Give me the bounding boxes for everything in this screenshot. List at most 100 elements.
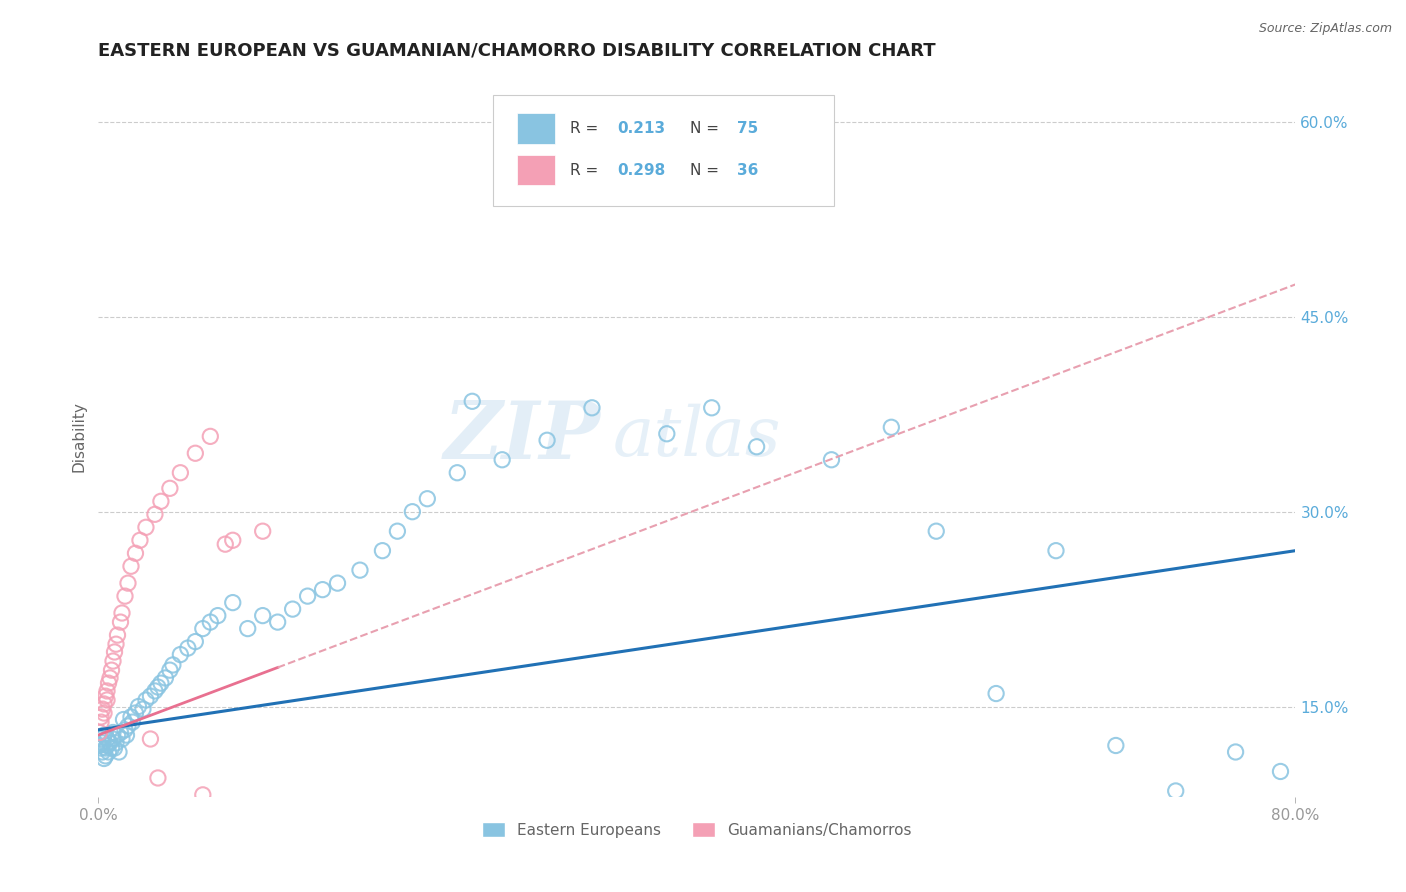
Point — [143, 684, 166, 698]
Point — [96, 739, 118, 753]
Point — [91, 745, 114, 759]
Point — [110, 725, 132, 739]
Bar — [517, 113, 555, 144]
Point — [89, 725, 111, 739]
Point — [311, 582, 333, 597]
Point — [191, 622, 214, 636]
Point — [93, 728, 115, 742]
Point — [101, 731, 124, 746]
Point — [97, 676, 120, 690]
Point — [297, 589, 319, 603]
Text: ZIP: ZIP — [444, 398, 600, 475]
Point — [96, 693, 118, 707]
Text: 75: 75 — [738, 121, 759, 136]
Point — [149, 494, 172, 508]
Point — [252, 524, 274, 538]
Point — [214, 537, 236, 551]
Point — [101, 725, 124, 739]
Point — [111, 731, 134, 746]
Point — [416, 491, 439, 506]
Point — [89, 739, 111, 753]
Point — [184, 446, 207, 460]
Point — [1164, 784, 1187, 798]
Text: atlas: atlas — [613, 403, 782, 470]
Point — [135, 693, 157, 707]
Point — [266, 615, 288, 629]
Point — [94, 689, 117, 703]
Point — [127, 699, 149, 714]
Point — [117, 719, 139, 733]
Point — [107, 728, 129, 742]
Point — [162, 657, 184, 672]
Point — [121, 715, 143, 730]
Point — [90, 715, 112, 730]
Point — [984, 687, 1007, 701]
Point — [114, 589, 136, 603]
Point — [124, 546, 146, 560]
Point — [491, 452, 513, 467]
Point — [281, 602, 304, 616]
Point — [184, 634, 207, 648]
Point — [581, 401, 603, 415]
Point — [132, 702, 155, 716]
Point — [1105, 739, 1128, 753]
Text: R =: R = — [569, 121, 603, 136]
Point — [536, 434, 558, 448]
Point — [655, 426, 678, 441]
Point — [111, 606, 134, 620]
Legend: Eastern Europeans, Guamanians/Chamorros: Eastern Europeans, Guamanians/Chamorros — [477, 815, 918, 844]
Point — [139, 689, 162, 703]
Point — [349, 563, 371, 577]
Point — [112, 713, 135, 727]
Point — [124, 706, 146, 720]
Point — [169, 648, 191, 662]
Bar — [517, 155, 555, 186]
Point — [93, 697, 115, 711]
Point — [108, 745, 131, 759]
Point — [114, 723, 136, 737]
Point — [200, 429, 222, 443]
Text: N =: N = — [689, 163, 724, 178]
Point — [105, 736, 128, 750]
Point — [155, 671, 177, 685]
FancyBboxPatch shape — [494, 95, 834, 206]
Text: Source: ZipAtlas.com: Source: ZipAtlas.com — [1258, 22, 1392, 36]
Text: EASTERN EUROPEAN VS GUAMANIAN/CHAMORRO DISABILITY CORRELATION CHART: EASTERN EUROPEAN VS GUAMANIAN/CHAMORRO D… — [98, 42, 935, 60]
Point — [105, 637, 128, 651]
Point — [700, 401, 723, 415]
Point — [139, 731, 162, 746]
Point — [149, 676, 172, 690]
Point — [207, 608, 229, 623]
Text: R =: R = — [569, 163, 603, 178]
Point — [159, 663, 181, 677]
Point — [252, 608, 274, 623]
Point — [146, 771, 169, 785]
Point — [120, 559, 142, 574]
Point — [98, 671, 121, 685]
Point — [90, 710, 112, 724]
Text: 36: 36 — [738, 163, 759, 178]
Point — [177, 641, 200, 656]
Point — [93, 751, 115, 765]
Point — [169, 466, 191, 480]
Point — [94, 741, 117, 756]
Point — [371, 543, 394, 558]
Text: N =: N = — [689, 121, 724, 136]
Y-axis label: Disability: Disability — [72, 401, 86, 473]
Point — [200, 615, 222, 629]
Point — [880, 420, 903, 434]
Point — [1270, 764, 1292, 779]
Point — [446, 466, 468, 480]
Point — [90, 731, 112, 746]
Point — [96, 684, 118, 698]
Point — [103, 645, 125, 659]
Point — [191, 788, 214, 802]
Point — [326, 576, 349, 591]
Point — [103, 741, 125, 756]
Point — [222, 533, 245, 548]
Point — [94, 748, 117, 763]
Point — [98, 736, 121, 750]
Point — [135, 520, 157, 534]
Point — [159, 481, 181, 495]
Point — [110, 615, 132, 629]
